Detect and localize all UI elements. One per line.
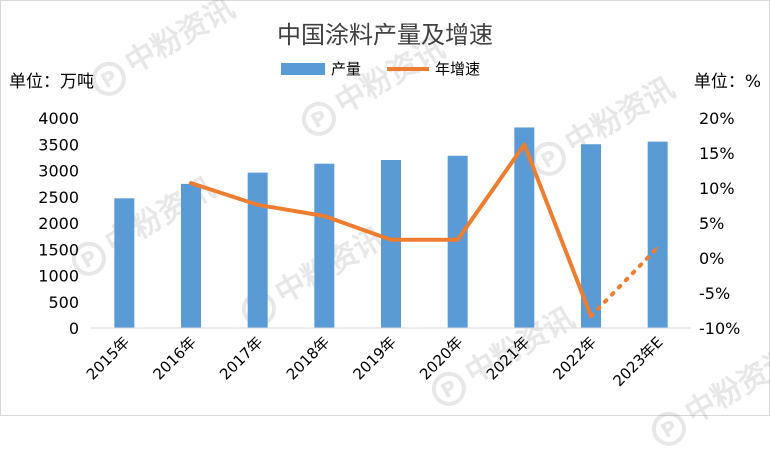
right-tick-label: 10% bbox=[699, 179, 735, 198]
legend: 产量 年增速 bbox=[281, 60, 480, 78]
x-tick-label: 2015年 bbox=[83, 333, 133, 383]
growth-line-forecast bbox=[589, 245, 660, 319]
x-tick-label: 2021年 bbox=[483, 333, 533, 383]
chart-svg: 中国涂料产量及增速 单位：万吨 单位：% 产量 年增速 0 500 1000 1500… bbox=[9, 21, 761, 390]
bar bbox=[247, 172, 268, 328]
growth-point bbox=[456, 238, 459, 241]
right-tick-label: 20% bbox=[699, 109, 735, 128]
right-axis: -10% -5% 0% 5% 10% 15% 20% bbox=[699, 109, 740, 338]
left-tick-label: 1000 bbox=[38, 267, 79, 286]
bar bbox=[181, 183, 201, 328]
right-tick-label: 15% bbox=[699, 144, 735, 163]
right-axis-unit: 单位：% bbox=[694, 72, 761, 92]
left-tick-label: 2000 bbox=[38, 214, 79, 233]
bar bbox=[514, 127, 535, 328]
right-tick-label: -5% bbox=[699, 284, 730, 303]
growth-point bbox=[323, 215, 326, 217]
growth-point bbox=[656, 246, 659, 249]
x-tick-label: 2018年 bbox=[283, 333, 333, 383]
right-tick-label: 5% bbox=[699, 214, 724, 233]
x-tick-label: 2019年 bbox=[349, 333, 399, 383]
bar bbox=[314, 163, 335, 328]
x-tick-label: 2017年 bbox=[216, 333, 266, 383]
bar bbox=[447, 155, 468, 328]
x-tick-label: 2023年E bbox=[609, 333, 666, 390]
growth-point bbox=[390, 238, 392, 241]
bar-series bbox=[114, 127, 668, 328]
left-tick-label: 3000 bbox=[38, 162, 79, 181]
left-tick-label: 2500 bbox=[38, 188, 79, 207]
line-series bbox=[189, 142, 660, 319]
right-tick-label: -10% bbox=[699, 319, 740, 338]
left-tick-label: 1500 bbox=[38, 240, 79, 259]
growth-point bbox=[590, 315, 592, 318]
growth-point bbox=[256, 203, 259, 206]
growth-point bbox=[190, 182, 192, 185]
bar bbox=[647, 141, 668, 328]
x-axis: 2015年 2016年 2017年 2018年 2019年 2020年 2021年 2022年… bbox=[83, 333, 667, 390]
bar bbox=[381, 160, 401, 328]
left-tick-label: 4000 bbox=[38, 109, 79, 128]
bar bbox=[581, 144, 601, 328]
legend-bar-swatch bbox=[281, 63, 325, 75]
left-axis-unit: 单位：万吨 bbox=[9, 72, 94, 92]
legend-bar-label: 产量 bbox=[331, 60, 361, 78]
growth-point bbox=[523, 143, 526, 146]
left-tick-label: 500 bbox=[48, 293, 79, 312]
left-axis: 0 500 1000 1500 2000 2500 3000 3500 4000 bbox=[38, 109, 79, 338]
right-tick-label: 0% bbox=[699, 249, 724, 268]
bar bbox=[114, 198, 135, 328]
x-tick-label: 2022年 bbox=[549, 333, 599, 383]
left-tick-label: 0 bbox=[69, 319, 79, 338]
legend-line-label: 年增速 bbox=[435, 60, 480, 78]
left-tick-label: 3500 bbox=[38, 135, 79, 154]
chart-title: 中国涂料产量及增速 bbox=[277, 21, 493, 49]
x-tick-label: 2016年 bbox=[149, 333, 199, 383]
x-tick-label: 2020年 bbox=[416, 333, 466, 383]
